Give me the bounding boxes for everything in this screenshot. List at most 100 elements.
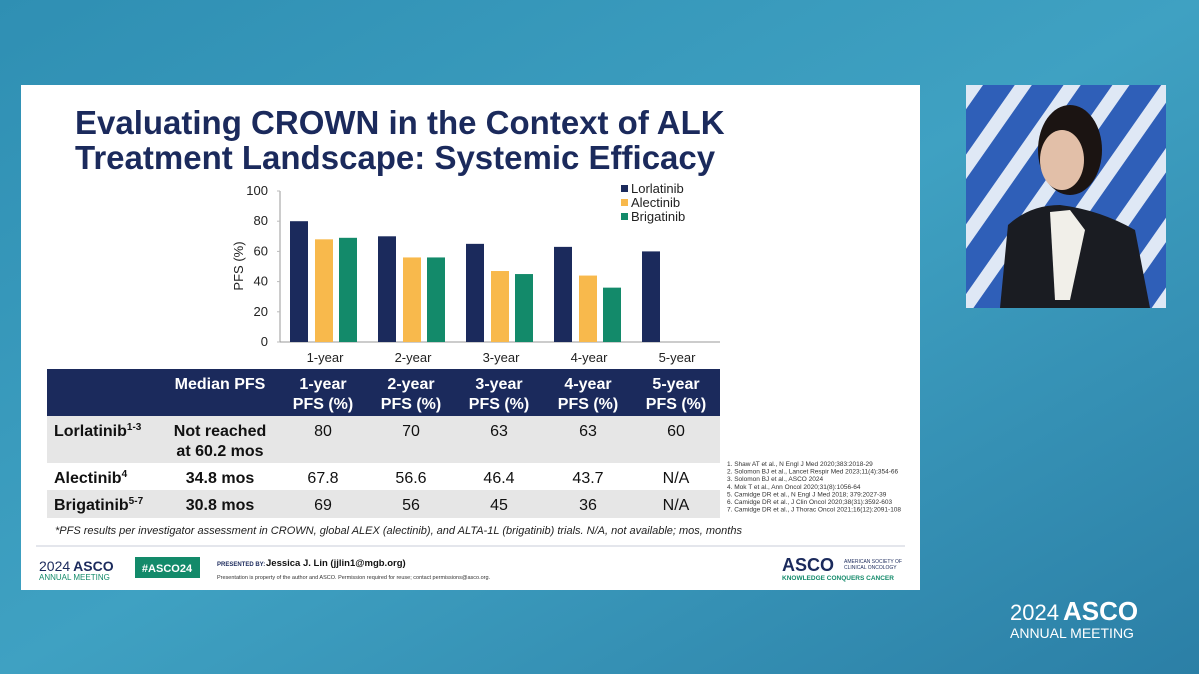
y-tick-label: 100 <box>246 183 268 198</box>
row-name: Lorlatinib <box>54 423 127 440</box>
header-cell: 3-year <box>475 376 522 393</box>
presented-by: PRESENTED BY: <box>217 562 265 568</box>
speaker-face <box>1040 130 1084 190</box>
value-cell: 80 <box>314 423 332 440</box>
speaker-video <box>966 85 1166 308</box>
hashtag: #ASCO24 <box>142 563 193 575</box>
x-tick-label: 3-year <box>483 350 521 365</box>
median-cell: Not reached <box>174 423 266 440</box>
value-cell: 56 <box>402 497 420 514</box>
y-tick-label: 80 <box>254 213 268 228</box>
row-sup: 1-3 <box>127 422 142 433</box>
value-cell: 43.7 <box>572 470 603 487</box>
header-cell: PFS (%) <box>646 396 706 413</box>
reference: 1. Shaw AT et al., N Engl J Med 2020;383… <box>727 461 873 468</box>
bar <box>579 275 597 342</box>
bar <box>315 239 333 342</box>
hashtag-box <box>135 557 200 578</box>
value-cell: N/A <box>663 470 690 487</box>
legend-swatch <box>621 185 628 192</box>
value-cell: 63 <box>490 423 508 440</box>
header-cell: PFS (%) <box>381 396 441 413</box>
society: CLINICAL ONCOLOGY <box>844 565 897 571</box>
bar <box>427 257 445 342</box>
overlay-org: ASCO <box>1063 596 1138 626</box>
row-label: Lorlatinib1-3 <box>54 422 142 440</box>
slide-title: Treatment Landscape: Systemic Efficacy <box>75 139 716 176</box>
median-cell: at 60.2 mos <box>176 443 263 460</box>
value-cell: 36 <box>579 497 597 514</box>
header-cell: 4-year <box>564 376 611 393</box>
x-tick-label: 4-year <box>571 350 609 365</box>
reference: 3. Solomon BJ et al., ASCO 2024 <box>727 476 823 483</box>
x-tick-label: 5-year <box>659 350 697 365</box>
value-cell: 70 <box>402 423 420 440</box>
header-cell: PFS (%) <box>469 396 529 413</box>
overlay-logo: 2024 ASCO <box>1010 596 1138 626</box>
header-cell: PFS (%) <box>293 396 353 413</box>
value-cell: 67.8 <box>307 470 338 487</box>
row-name: Brigatinib <box>54 497 129 514</box>
overlay-year: 2024 <box>1010 600 1059 625</box>
bar <box>378 236 396 342</box>
table-row <box>47 416 720 463</box>
row-label: Brigatinib5-7 <box>54 496 144 514</box>
bar <box>515 274 533 342</box>
bar <box>603 287 621 342</box>
legend-label: Lorlatinib <box>631 181 684 196</box>
slide-title: Evaluating CROWN in the Context of ALK <box>75 104 725 141</box>
header-cell: 2-year <box>387 376 434 393</box>
y-axis-label: PFS (%) <box>231 241 246 290</box>
table-header <box>47 369 720 416</box>
y-tick-label: 20 <box>254 304 268 319</box>
row-name: Alectinib <box>54 470 122 487</box>
y-tick-label: 40 <box>254 274 268 289</box>
table-row <box>47 490 720 518</box>
bar <box>554 246 572 342</box>
footnote: *PFS results per investigator assessment… <box>55 525 742 537</box>
median-cell: 30.8 mos <box>186 497 255 514</box>
legend-label: Brigatinib <box>631 209 685 224</box>
reference: 7. Camidge DR et al., J Thorac Oncol 202… <box>727 507 901 514</box>
legend-swatch <box>621 213 628 220</box>
reference: 2. Solomon BJ et al., Lancet Respir Med … <box>727 469 899 476</box>
society: AMERICAN SOCIETY OF <box>844 559 902 565</box>
reference: 6. Camidge DR et al., J Clin Oncol 2020;… <box>727 499 893 506</box>
row-sup: 4 <box>122 469 128 480</box>
x-tick-label: 2-year <box>395 350 433 365</box>
presenter: Jessica J. Lin (jjlin1@mgb.org) <box>266 558 406 569</box>
bar <box>642 251 660 342</box>
logo-org: ASCO <box>73 558 114 574</box>
header-cell: Median PFS <box>175 376 266 393</box>
y-tick-label: 0 <box>261 334 268 349</box>
value-cell: 69 <box>314 497 332 514</box>
value-cell: N/A <box>663 497 690 514</box>
bar <box>403 257 421 342</box>
bar <box>339 237 357 342</box>
legend-label: Alectinib <box>631 195 680 210</box>
table-row <box>47 463 720 490</box>
header-cell: 1-year <box>299 376 346 393</box>
meeting-sub: ANNUAL MEETING <box>39 573 110 582</box>
value-cell: 46.4 <box>483 470 514 487</box>
asco-logo: ASCO <box>782 555 834 575</box>
y-tick-label: 60 <box>254 243 268 258</box>
overlay-sub: ANNUAL MEETING <box>1010 625 1134 641</box>
speaker-blouse <box>1050 210 1085 300</box>
meeting-logo: 2024 ASCO <box>39 558 114 574</box>
reference: 5. Camidge DR et al., N Engl J Med 2018;… <box>727 491 887 498</box>
motto: KNOWLEDGE CONQUERS CANCER <box>782 575 894 582</box>
bar <box>466 243 484 342</box>
header-cell: 5-year <box>652 376 699 393</box>
row-sup: 5-7 <box>129 496 144 507</box>
value-cell: 45 <box>490 497 508 514</box>
value-cell: 56.6 <box>395 470 426 487</box>
row-label: Alectinib4 <box>54 469 128 487</box>
bar <box>290 221 308 342</box>
bar <box>491 271 509 342</box>
legend-swatch <box>621 199 628 206</box>
median-cell: 34.8 mos <box>186 470 255 487</box>
x-tick-label: 1-year <box>307 350 345 365</box>
